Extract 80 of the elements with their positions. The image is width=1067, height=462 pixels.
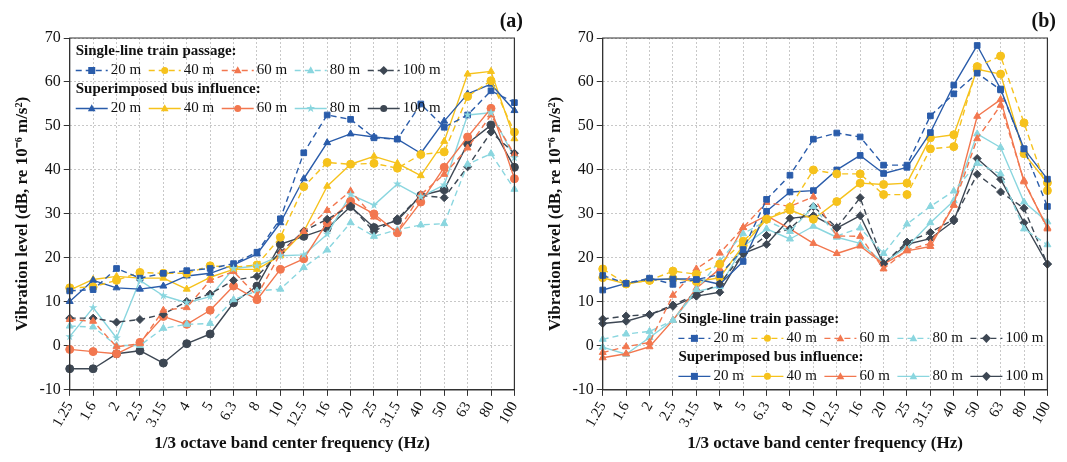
legend-label: 80 m <box>329 99 361 116</box>
legend-label: 20 m <box>110 99 142 116</box>
legend-label: 60 m <box>256 61 288 78</box>
y-tick-label: 50 <box>577 116 594 134</box>
legend-label: 40 m <box>183 61 215 78</box>
x-tick-label: 63 <box>452 398 474 420</box>
x-tick-label: 2.5 <box>655 398 679 424</box>
legend-label: 20 m <box>110 61 142 78</box>
x-tick-label: 5 <box>731 398 750 414</box>
y-tick-label: 60 <box>577 72 594 90</box>
x-tick-label: 4 <box>708 398 727 414</box>
legend-label: 20 m <box>713 329 745 346</box>
y-tick-label: 30 <box>44 204 61 222</box>
x-tick-label: 8 <box>778 398 796 414</box>
legend-label: 40 m <box>183 99 215 116</box>
x-tick-label: 1.6 <box>608 398 633 424</box>
y-tick-label: 10 <box>577 292 594 310</box>
legend-label: 100 m <box>402 61 441 78</box>
annotation: Superimposed bus influence: <box>678 348 864 365</box>
x-tick-label: 16 <box>844 398 867 420</box>
legend-label: 100 m <box>1005 329 1044 346</box>
y-tick-label: 20 <box>577 248 594 266</box>
annotation: Single-line train passage: <box>678 310 840 327</box>
y-axis-title: Vibration level (dB, re 10⁻⁶ m/s²) <box>11 96 31 332</box>
x-tick-label: 20 <box>335 398 357 420</box>
x-tick-label: 40 <box>405 398 427 420</box>
y-tick-label: 30 <box>577 204 594 222</box>
x-axis-title: 1/3 octave band center frequency (Hz) <box>154 433 430 453</box>
y-tick-label: 60 <box>44 72 61 90</box>
y-tick-label: 20 <box>44 248 61 266</box>
y-tick-label: 0 <box>52 336 61 354</box>
x-tick-label: 10 <box>265 398 287 420</box>
x-tick-label: 20 <box>868 398 890 420</box>
annotation: Single-line train passage: <box>75 42 237 59</box>
x-tick-label: 2 <box>104 398 123 414</box>
legend-label: 100 m <box>402 99 441 116</box>
y-tick-label: -10 <box>39 380 61 398</box>
legend-label: 20 m <box>713 367 745 384</box>
x-tick-label: 4 <box>175 398 194 414</box>
y-tick-label: 70 <box>44 28 61 46</box>
legend-label: 100 m <box>1005 367 1044 384</box>
legend-label: 60 m <box>256 99 288 116</box>
y-tick-label: 10 <box>44 292 61 310</box>
legend-label: 60 m <box>859 367 891 384</box>
legend-label: 40 m <box>786 367 818 384</box>
y-tick-label: 70 <box>577 28 594 46</box>
x-axis-title: 1/3 octave band center frequency (Hz) <box>687 433 963 453</box>
chart-title: (b) <box>1031 9 1056 33</box>
x-tick-label: 40 <box>938 398 960 420</box>
x-tick-label: 25 <box>358 398 380 420</box>
x-tick-label: 8 <box>245 398 263 414</box>
x-tick-label: 100 <box>495 398 521 427</box>
x-tick-label: 50 <box>428 398 451 420</box>
annotation: Superimposed bus influence: <box>75 80 261 97</box>
x-tick-label: 100 <box>1028 398 1054 427</box>
x-tick-label: 25 <box>891 398 913 420</box>
x-tick-label: 63 <box>985 398 1007 420</box>
y-tick-label: 40 <box>577 160 594 178</box>
y-tick-label: 0 <box>585 336 594 354</box>
x-tick-label: 5 <box>198 398 217 414</box>
x-tick-label: 80 <box>1008 398 1031 420</box>
y-axis-title: Vibration level (dB, re 10⁻⁶ m/s²) <box>544 96 564 332</box>
legend-label: 40 m <box>786 329 818 346</box>
x-tick-label: 6.3 <box>749 398 773 424</box>
legend-label: 80 m <box>329 61 361 78</box>
y-tick-label: 50 <box>44 116 61 134</box>
x-tick-label: 10 <box>798 398 820 420</box>
x-tick-label: 6.3 <box>216 398 240 424</box>
y-tick-label: -10 <box>572 380 594 398</box>
legend-label: 60 m <box>859 329 891 346</box>
legend-label: 80 m <box>932 367 964 384</box>
y-tick-label: 40 <box>44 160 61 178</box>
x-tick-label: 2 <box>637 398 656 414</box>
legend-label: 80 m <box>932 329 964 346</box>
x-tick-label: 1.6 <box>75 398 100 424</box>
x-tick-label: 2.5 <box>122 398 146 424</box>
x-tick-label: 80 <box>475 398 498 420</box>
x-tick-label: 50 <box>961 398 984 420</box>
chart-title: (a) <box>499 9 523 33</box>
x-tick-label: 16 <box>311 398 334 420</box>
